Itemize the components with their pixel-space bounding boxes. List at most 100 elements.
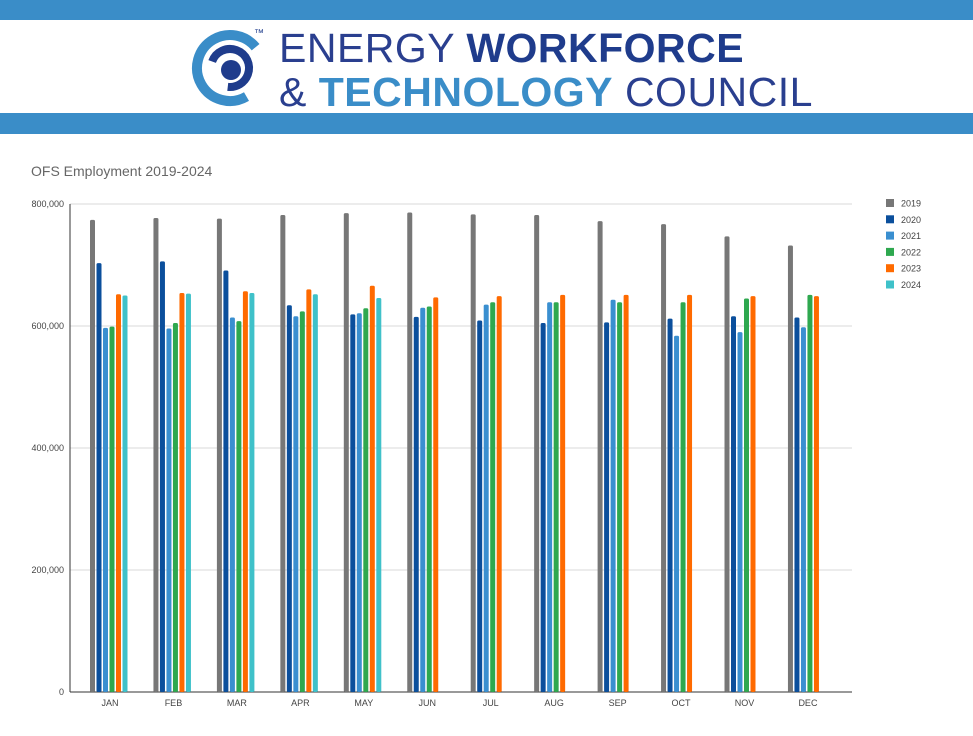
bar-2019-aug: [534, 214, 540, 693]
bar-2022-aug: [553, 302, 559, 692]
bar-2022-feb: [172, 322, 178, 692]
legend-label-2022: 2022: [901, 247, 921, 257]
bar-2019-nov: [724, 236, 730, 692]
bar-2023-apr: [306, 289, 312, 692]
bar-2019-apr: [280, 214, 286, 693]
bar-2021-mar: [229, 317, 235, 692]
header-top-band: [0, 0, 973, 20]
bar-2019-sep: [597, 221, 603, 692]
bar-2020-sep: [604, 322, 610, 692]
legend-label-2024: 2024: [901, 280, 921, 290]
bar-2021-jun: [420, 307, 426, 692]
x-tick-label: OCT: [672, 698, 692, 708]
bar-2021-oct: [674, 335, 680, 692]
bar-2023-aug: [560, 294, 566, 692]
x-tick-label: APR: [291, 698, 310, 708]
bar-2020-aug: [540, 322, 546, 692]
y-tick-label: 400,000: [31, 443, 64, 453]
bar-2023-oct: [687, 294, 693, 692]
bar-2023-feb: [179, 293, 185, 692]
legend-swatch-2020: [886, 215, 894, 224]
y-tick-label: 200,000: [31, 565, 64, 575]
bar-2020-feb: [159, 261, 165, 692]
x-tick-label: MAY: [354, 698, 373, 708]
x-tick-label: JAN: [101, 698, 118, 708]
bar-2023-nov: [750, 296, 756, 692]
bar-2022-jun: [426, 306, 432, 692]
bar-2022-jan: [109, 326, 115, 692]
bar-2019-feb: [153, 218, 159, 692]
legend-label-2019: 2019: [901, 199, 921, 209]
bar-2022-nov: [744, 298, 749, 692]
legend-swatch-2022: [886, 247, 894, 256]
bar-2019-mar: [216, 218, 222, 692]
bar-2023-dec: [813, 296, 819, 692]
x-tick-label: NOV: [735, 698, 755, 708]
bar-2022-apr: [299, 311, 305, 692]
bar-2021-sep: [610, 299, 616, 692]
logo-line-1: ENERGY WORKFORCE: [279, 25, 745, 71]
bar-2019-dec: [787, 245, 793, 693]
header-bottom-band: [0, 113, 973, 134]
bar-2020-mar: [223, 270, 229, 692]
logo-line-2: & TECHNOLOGY COUNCIL: [279, 69, 813, 115]
bar-2020-jun: [413, 316, 419, 692]
bar-2021-may: [356, 313, 362, 692]
bar-2023-jul: [496, 296, 502, 692]
bar-2021-aug: [547, 302, 553, 692]
x-tick-label: SEP: [609, 698, 627, 708]
bar-2023-jan: [116, 294, 121, 692]
bar-2024-apr: [312, 294, 318, 692]
x-tick-label: AUG: [544, 698, 564, 708]
bar-2020-apr: [286, 305, 292, 692]
trademark: ™: [254, 28, 264, 39]
bar-2020-nov: [731, 316, 736, 692]
bar-2022-dec: [807, 294, 813, 692]
legend-label-2020: 2020: [901, 215, 921, 225]
bar-2021-jul: [483, 304, 489, 692]
legend-swatch-2021: [886, 231, 894, 240]
logo-swirl-icon: [192, 30, 268, 106]
bar-2020-oct: [667, 318, 673, 692]
bar-2020-jul: [477, 320, 483, 692]
y-tick-label: 600,000: [31, 321, 64, 331]
bar-2019-oct: [661, 224, 667, 692]
y-tick-label: 0: [59, 687, 64, 697]
bar-2024-jan: [122, 295, 128, 692]
bar-2021-nov: [737, 332, 743, 692]
bar-2023-may: [369, 285, 375, 692]
bar-2021-feb: [166, 328, 172, 692]
bar-2021-apr: [293, 316, 299, 692]
y-tick-label: 800,000: [31, 199, 64, 209]
bar-2024-may: [376, 297, 382, 692]
x-tick-label: JUN: [419, 698, 437, 708]
bar-2019-jun: [407, 212, 413, 693]
legend-swatch-2019: [886, 199, 894, 207]
bar-2021-jan: [103, 327, 108, 692]
bar-2022-mar: [236, 321, 242, 692]
legend-swatch-2024: [886, 280, 894, 289]
bar-2022-jul: [490, 302, 496, 692]
bar-2023-jun: [433, 297, 439, 692]
x-tick-label: JUL: [483, 698, 499, 708]
legend-swatch-2023: [886, 264, 894, 273]
bar-2019-jan: [90, 219, 95, 693]
bar-2020-may: [350, 314, 356, 692]
legend-label-2021: 2021: [901, 231, 921, 241]
legend-label-2023: 2023: [901, 264, 921, 274]
bar-2021-dec: [800, 327, 806, 692]
chart-title: OFS Employment 2019-2024: [31, 163, 213, 179]
bar-2022-oct: [680, 302, 686, 692]
bar-2020-jan: [96, 263, 102, 692]
x-tick-label: DEC: [798, 698, 818, 708]
bar-2023-mar: [242, 291, 248, 692]
bar-2020-dec: [794, 317, 800, 692]
bar-2019-jul: [470, 214, 476, 692]
logo: ™ ENERGY WORKFORCE & TECHNOLOGY COUNCIL: [190, 24, 812, 114]
bar-2019-may: [343, 213, 349, 692]
bar-2024-mar: [249, 293, 255, 692]
x-tick-label: FEB: [165, 698, 183, 708]
x-tick-label: MAR: [227, 698, 248, 708]
bar-2024-feb: [185, 293, 191, 692]
